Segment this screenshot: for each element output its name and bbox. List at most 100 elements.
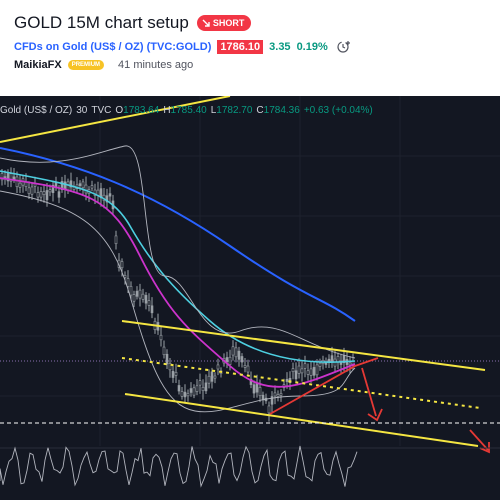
short-badge: SHORT	[196, 15, 252, 31]
candle-body	[93, 189, 97, 196]
candle-body	[15, 176, 19, 187]
candle-body	[237, 350, 241, 360]
short-badge-label: SHORT	[212, 18, 245, 28]
candle-body	[27, 187, 31, 194]
candle-body	[243, 365, 247, 368]
legend-low-label: L	[210, 105, 217, 116]
candle-body	[84, 184, 88, 194]
candle-body	[315, 364, 319, 376]
candle-body	[138, 289, 142, 299]
candle-body	[273, 392, 277, 397]
arrow-down-right-icon	[202, 19, 210, 27]
channel-mid-dotted	[121, 357, 481, 409]
candle-body	[300, 368, 304, 374]
chart-area[interactable]: Gold (US$ / OZ) 30 TVC O 1783.64 H 1785.40…	[0, 96, 500, 500]
candle-body	[318, 362, 322, 367]
channel-upper-top	[0, 96, 231, 143]
candle-body	[213, 375, 217, 379]
candle-body	[135, 290, 139, 297]
symbol-link[interactable]: CFDs on Gold (US$ / OZ) (TVC:GOLD)	[14, 41, 212, 53]
candle-body	[69, 180, 73, 188]
candle-body	[306, 370, 310, 375]
candle-body	[249, 378, 253, 385]
legend-high: 1785.40	[170, 105, 207, 116]
red-arrow-head	[367, 408, 383, 422]
publish-time: 41 minutes ago	[118, 59, 194, 71]
author-row: MaikiaFX PREMIUM 41 minutes ago	[14, 59, 193, 71]
candle-body	[108, 193, 112, 197]
legend-low: 1782.70	[216, 105, 253, 116]
legend-interval: 30	[76, 105, 88, 116]
upper-band-line	[0, 145, 356, 359]
legend-source: TVC	[91, 105, 112, 116]
candle-body	[30, 186, 34, 195]
candle-body	[192, 387, 196, 396]
oscillator-pane	[0, 445, 500, 488]
candle-body	[177, 385, 181, 392]
legend-close-label: C	[256, 105, 264, 116]
candle-body	[174, 372, 178, 376]
candle-body	[165, 353, 169, 365]
candle-body	[132, 294, 136, 302]
candle-body	[207, 375, 211, 384]
chart-legend: Gold (US$ / OZ) 30 TVC O 1783.64 H 1785.40…	[0, 105, 377, 116]
idea-title: GOLD 15M chart setup	[14, 13, 189, 32]
candle-body	[81, 181, 85, 189]
lower-band-line	[0, 190, 356, 413]
premium-badge: PREMIUM	[67, 60, 105, 70]
idea-header: GOLD 15M chart setup SHORT CFDs on Gold …	[0, 0, 500, 96]
candle-body	[168, 362, 172, 371]
candle-body	[183, 391, 187, 398]
price-change: 3.35	[269, 41, 291, 53]
candle-body	[180, 391, 184, 397]
candle-body	[57, 191, 61, 198]
legend-change: +0.63 (+0.04%)	[303, 105, 373, 116]
candle-body	[228, 356, 232, 365]
candle-body	[297, 365, 301, 374]
candle-body	[270, 396, 274, 405]
candle-body	[312, 367, 316, 376]
candle-body	[195, 385, 199, 392]
candle-body	[216, 364, 220, 370]
candle-body	[186, 393, 190, 397]
candle-body	[144, 295, 148, 304]
red-arrow-down-2	[469, 429, 489, 451]
candle-body	[39, 191, 43, 198]
legend-high-label: H	[163, 105, 171, 116]
candle-body	[159, 334, 163, 341]
candle-body	[201, 386, 205, 391]
candle-body	[45, 190, 49, 201]
candle-body	[42, 191, 46, 195]
title-row: GOLD 15M chart setup SHORT	[14, 13, 252, 33]
candle-body	[51, 184, 55, 194]
candle-body	[147, 300, 151, 306]
candle-body	[246, 365, 250, 373]
candle-body	[150, 305, 154, 314]
candle-body	[294, 370, 298, 380]
legend-open-label: O	[115, 105, 124, 116]
candle-body	[78, 183, 82, 186]
channel-upper-line	[121, 320, 486, 371]
legend-symbol: Gold (US$ / OZ)	[0, 105, 73, 116]
candle-body	[114, 235, 118, 245]
candle-body	[234, 347, 238, 358]
candle-body	[60, 181, 64, 191]
candle-body	[90, 185, 94, 189]
candle-body	[291, 368, 295, 372]
clock-plus-icon[interactable]	[336, 39, 352, 55]
candle-body	[18, 182, 22, 188]
author-name[interactable]: MaikiaFX	[14, 59, 62, 71]
candle-body	[0, 173, 4, 181]
last-price: 1786.10	[217, 40, 264, 54]
candle-body	[36, 192, 40, 198]
candle-body	[267, 405, 271, 414]
candle-body	[48, 189, 52, 193]
red-arrow-down	[361, 367, 377, 417]
candle-body	[276, 394, 280, 397]
candle-body	[231, 346, 235, 356]
price-chart	[0, 96, 500, 488]
candle-body	[309, 368, 313, 376]
symbol-row: CFDs on Gold (US$ / OZ) (TVC:GOLD) 1786.…	[14, 39, 352, 55]
candle-body	[105, 195, 109, 203]
candle-body	[348, 362, 352, 366]
